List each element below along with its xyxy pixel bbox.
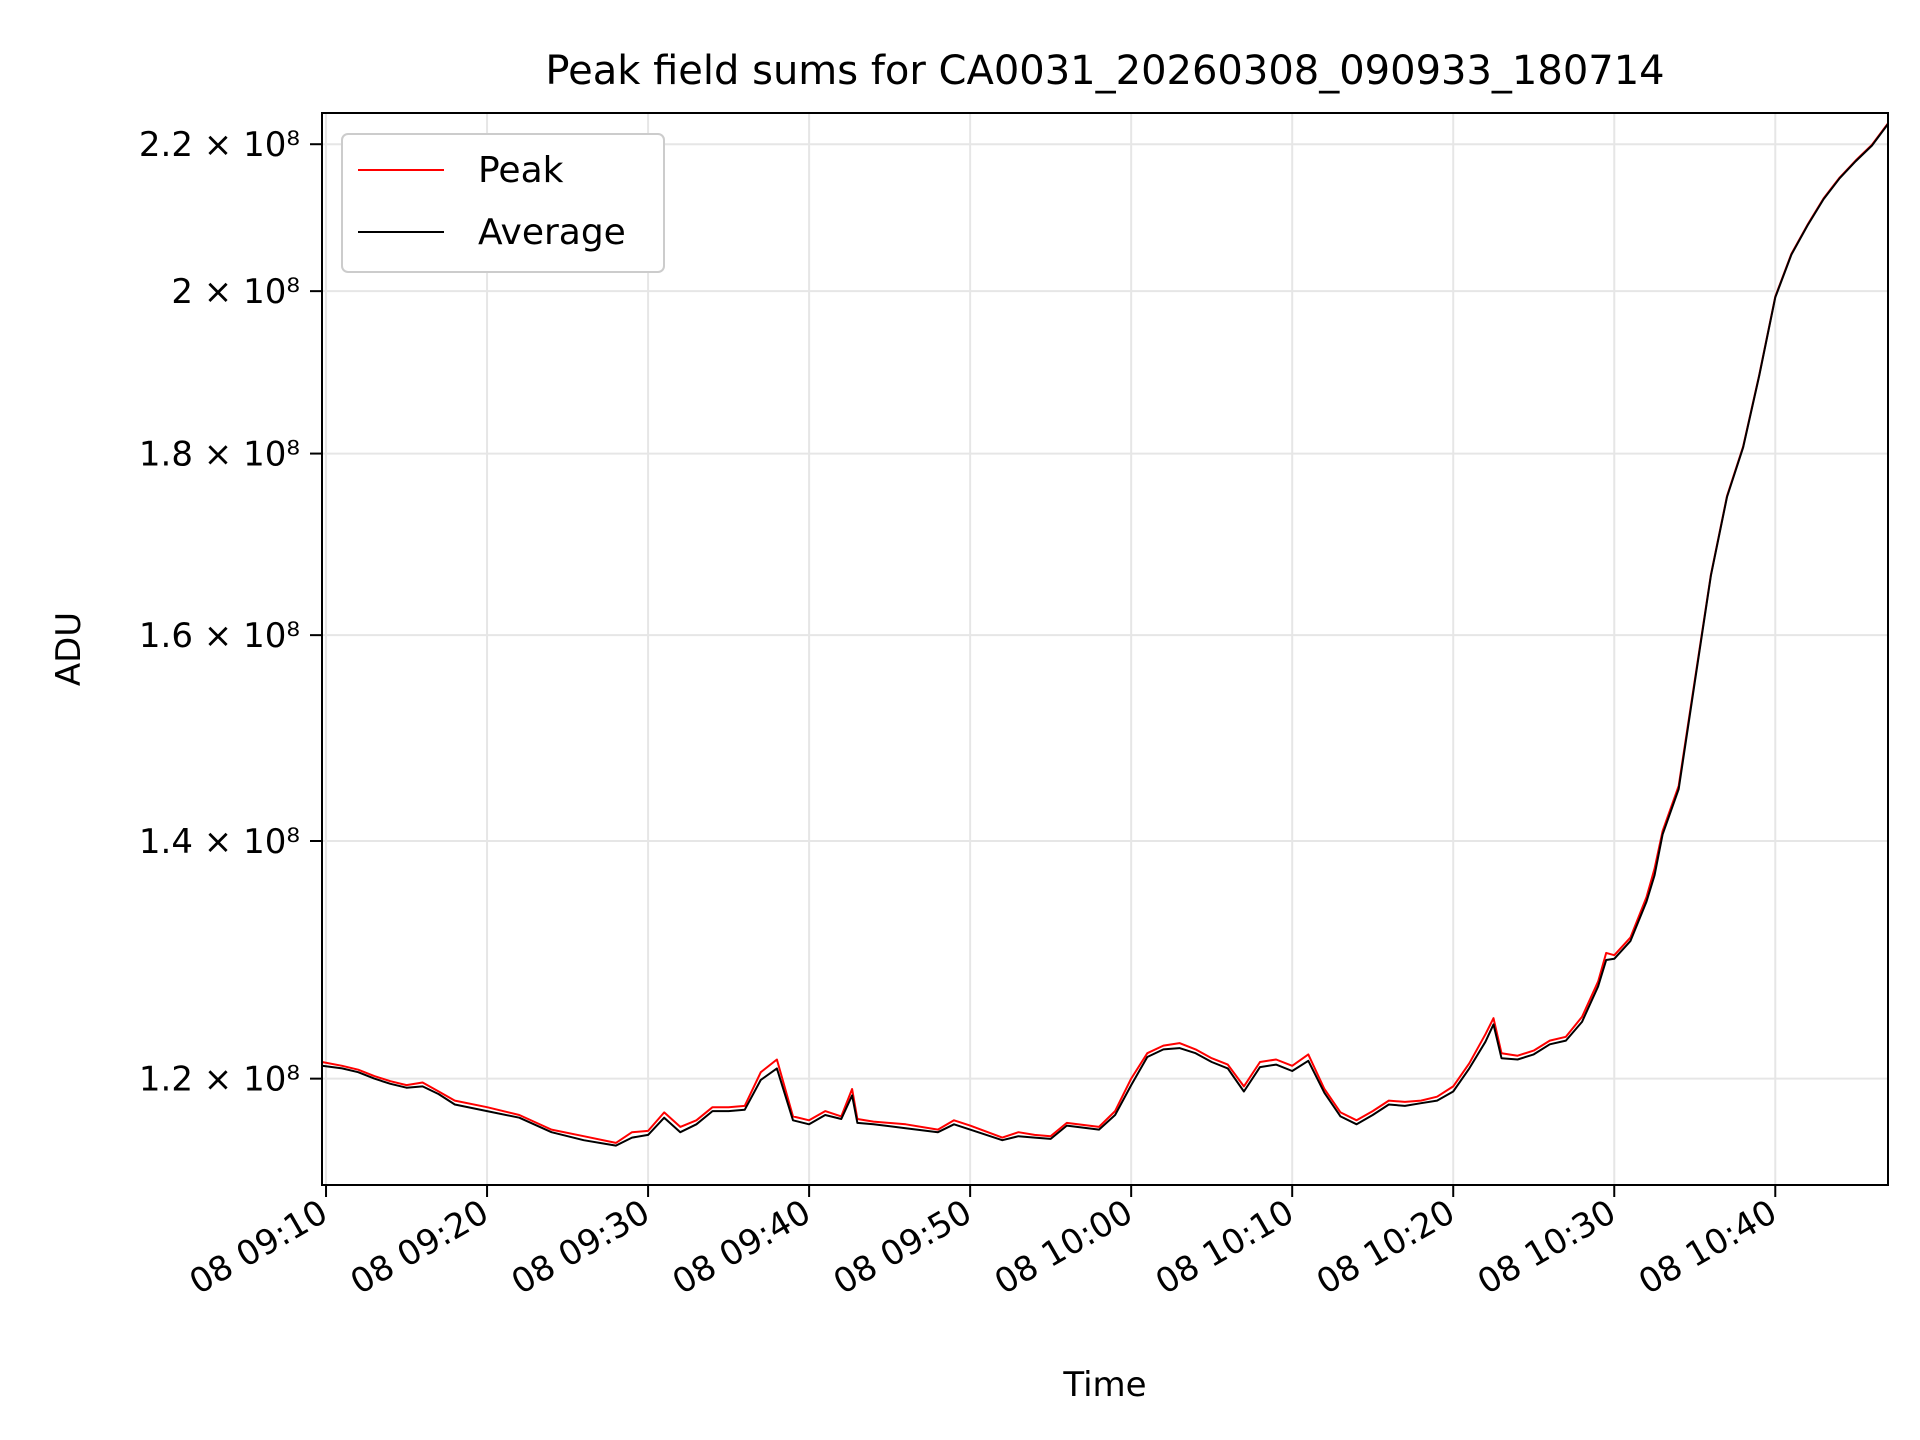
series-layer [321, 122, 1889, 1147]
y-tick-label: 1.6 × 10⁸ [139, 616, 300, 656]
plot-frame [321, 112, 1889, 1186]
series-line-average [321, 123, 1889, 1147]
x-axis-label: Time [1062, 1365, 1146, 1405]
y-ticks: 1.2 × 10⁸ 1.4 × 10⁸ 1.6 × 10⁸ 1.8 × 10⁸ 2 × … [139, 125, 322, 1100]
series-line-peak [321, 122, 1889, 1144]
y-tick-label: 1.4 × 10⁸ [139, 822, 300, 862]
legend-label-average: Average [478, 212, 626, 253]
legend: Peak Average [341, 133, 665, 273]
chart-title: Peak field sums for CA0031_20260308_0909… [545, 48, 1664, 94]
y-tick-label: 1.2 × 10⁸ [139, 1060, 300, 1100]
y-tick-label: 2.2 × 10⁸ [139, 125, 300, 165]
legend-label-peak: Peak [478, 150, 564, 191]
y-axis-label: ADU [49, 612, 89, 686]
y-tick-label: 1.8 × 10⁸ [139, 435, 300, 475]
legend-box [341, 133, 665, 273]
y-tick-label: 2 × 10⁸ [171, 272, 300, 312]
